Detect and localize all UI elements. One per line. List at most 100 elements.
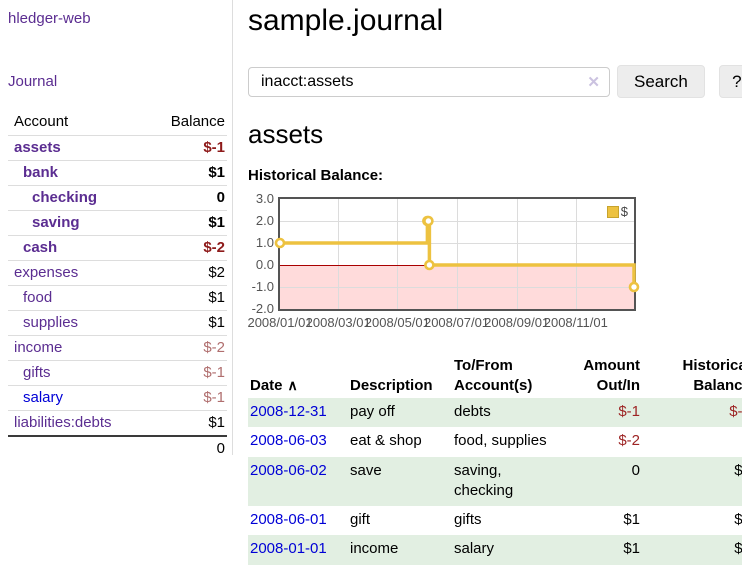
transaction-date-link[interactable]: 2008-06-01 bbox=[250, 511, 327, 528]
accounts-col-balance: Balance bbox=[170, 113, 225, 130]
transaction-balance: $-1 bbox=[729, 403, 742, 420]
legend-label: $ bbox=[620, 204, 628, 219]
account-row: checking 0 bbox=[8, 185, 227, 211]
transaction-date-link[interactable]: 2008-06-02 bbox=[250, 461, 327, 479]
accounts-header-row: Account Balance bbox=[8, 109, 227, 136]
account-row: cash $-2 bbox=[8, 235, 227, 261]
series-line bbox=[280, 219, 636, 287]
sidebar-item-journal[interactable]: Journal bbox=[8, 73, 58, 90]
x-tick-label: 2008/07/01 bbox=[423, 315, 490, 330]
transaction-description: eat & shop bbox=[350, 432, 422, 450]
transaction-accounts: debts bbox=[454, 403, 491, 420]
account-balance: $1 bbox=[136, 210, 227, 236]
transaction-description: save bbox=[350, 461, 382, 479]
register-col-amount: Amount Out/In bbox=[583, 357, 640, 394]
account-heading: assets bbox=[248, 119, 324, 149]
accounts-total-row: 0 bbox=[8, 435, 227, 461]
x-tick-label: 2008/01/01 bbox=[247, 315, 313, 330]
search-input[interactable] bbox=[248, 66, 610, 97]
y-tick-label: 3.0 bbox=[255, 191, 274, 206]
transaction-balance: 0 bbox=[644, 427, 742, 456]
transaction-date-link[interactable]: 2008-12-31 bbox=[250, 403, 327, 420]
data-point-marker bbox=[424, 259, 435, 271]
transaction-balance: $2 bbox=[734, 461, 742, 479]
account-balance: $-1 bbox=[136, 135, 227, 161]
account-link-bank[interactable]: bank bbox=[23, 164, 59, 181]
register-table-body: 2008-12-31 pay off debts $-1 $-1 2008-06-03 ea… bbox=[248, 398, 742, 565]
account-link-expenses[interactable]: expenses bbox=[14, 264, 79, 281]
transaction-description: gift bbox=[350, 511, 371, 528]
gridline-v bbox=[338, 199, 340, 309]
gridline-v bbox=[516, 199, 518, 309]
x-tick-label: 2008/11/01 bbox=[543, 315, 608, 330]
accounts-balance-table: Account Balance assets $-1 bank $1 checking 0… bbox=[8, 109, 227, 461]
account-balance: 0 bbox=[136, 185, 227, 211]
account-link-checking[interactable]: checking bbox=[32, 189, 98, 206]
account-balance: $2 bbox=[136, 260, 227, 286]
transaction-description: pay off bbox=[350, 403, 395, 420]
account-balance: $-1 bbox=[136, 360, 227, 386]
transaction-accounts: salary bbox=[454, 540, 495, 558]
register-row: 2008-12-31 pay off debts $-1 $-1 bbox=[248, 398, 742, 428]
account-row: supplies $1 bbox=[8, 310, 227, 336]
x-tick-label: 2008/09/01 bbox=[484, 315, 550, 330]
legend-swatch-icon bbox=[606, 205, 619, 218]
transaction-description: income bbox=[350, 540, 399, 558]
chart-legend: $ bbox=[604, 203, 630, 220]
account-link-supplies[interactable]: supplies bbox=[23, 314, 79, 331]
accounts-total-spacer bbox=[8, 435, 136, 461]
account-balance: $-2 bbox=[136, 335, 227, 361]
register-col-date[interactable]: Date ∧ bbox=[250, 376, 298, 394]
account-link-saving[interactable]: saving bbox=[32, 214, 80, 231]
search-bar: ✕ Search ? bbox=[248, 65, 742, 98]
gridline-v bbox=[456, 199, 458, 309]
y-tick-label: -1.0 bbox=[251, 279, 274, 294]
transaction-date-link[interactable]: 2008-06-03 bbox=[250, 432, 327, 450]
account-link-cash[interactable]: cash bbox=[23, 239, 58, 256]
help-button[interactable]: ? bbox=[718, 65, 742, 98]
data-point-marker bbox=[628, 281, 640, 293]
transaction-amount: 0 bbox=[631, 461, 640, 479]
clear-search-icon[interactable]: ✕ bbox=[587, 73, 600, 91]
account-balance: $1 bbox=[136, 285, 227, 311]
search-button[interactable]: Search bbox=[617, 65, 705, 98]
account-row: liabilities:debts $1 bbox=[8, 410, 227, 436]
account-balance: $1 bbox=[136, 410, 227, 436]
data-point-marker bbox=[274, 237, 286, 249]
data-point-marker bbox=[423, 215, 434, 227]
register-row: 2008-06-01 gift gifts $1 $2 bbox=[248, 506, 742, 535]
account-row: income $-2 bbox=[8, 335, 227, 361]
account-row: assets $-1 bbox=[8, 135, 227, 161]
transaction-amount: $1 bbox=[623, 511, 640, 528]
main-content: sample.journal ✕ Search ? assets Histori… bbox=[233, 0, 742, 565]
account-row: food $1 bbox=[8, 285, 227, 311]
y-tick-label: 1.0 bbox=[255, 235, 274, 250]
register-col-description: Description bbox=[350, 376, 433, 394]
account-link-assets[interactable]: assets bbox=[14, 139, 61, 156]
search-input-wrap: ✕ bbox=[248, 66, 610, 97]
account-link-income[interactable]: income bbox=[14, 339, 63, 356]
accounts-total-balance: 0 bbox=[136, 435, 227, 461]
chart-plot: $ bbox=[274, 197, 640, 311]
transaction-date-link[interactable]: 2008-01-01 bbox=[250, 540, 327, 558]
register-table: Date ∧ Description To/From Account(s) Amo… bbox=[248, 354, 742, 565]
account-balance: $-1 bbox=[136, 385, 227, 411]
transaction-balance: $2 bbox=[734, 511, 742, 528]
account-link-liabilities-debts[interactable]: liabilities:debts bbox=[14, 414, 112, 431]
transaction-accounts: saving, checking bbox=[454, 461, 514, 499]
account-link-salary[interactable]: salary bbox=[23, 389, 64, 406]
sidebar: hledger-web Journal Account Balance asse… bbox=[0, 0, 233, 461]
account-link-gifts[interactable]: gifts bbox=[23, 364, 51, 381]
x-tick-label: 2008/03/01 bbox=[305, 315, 371, 330]
account-row: expenses $2 bbox=[8, 260, 227, 286]
register-row: 2008-06-03 eat & shop food, supplies $-20 bbox=[248, 427, 742, 456]
app-title-link[interactable]: hledger-web bbox=[8, 10, 91, 27]
transaction-balance: $1 bbox=[734, 540, 742, 558]
transaction-amount: $-2 bbox=[618, 432, 640, 450]
register-row: 2008-01-01 income salary $1 $1 bbox=[248, 535, 742, 565]
account-link-food[interactable]: food bbox=[23, 289, 53, 306]
gridline-v bbox=[575, 199, 577, 309]
transaction-amount: $1 bbox=[623, 540, 640, 558]
gridline-v bbox=[397, 199, 399, 309]
account-balance: $-2 bbox=[136, 235, 227, 261]
